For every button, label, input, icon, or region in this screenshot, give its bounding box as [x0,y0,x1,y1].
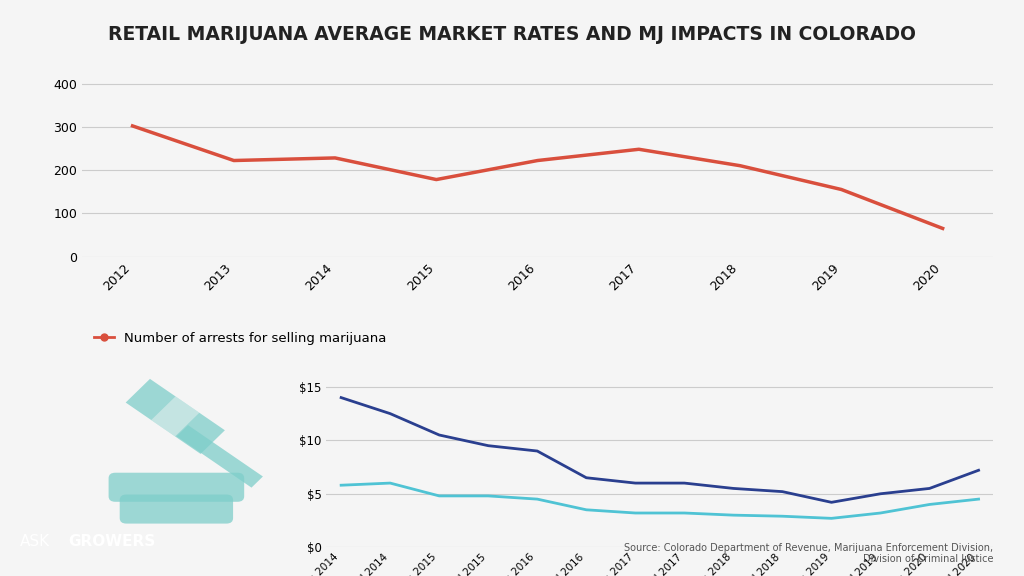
Polygon shape [176,425,263,488]
Legend: Number of arrests for selling marijuana: Number of arrests for selling marijuana [88,326,392,350]
Polygon shape [152,396,200,437]
FancyBboxPatch shape [120,495,233,524]
Polygon shape [126,379,225,454]
Text: RETAIL MARIJUANA AVERAGE MARKET RATES AND MJ IMPACTS IN COLORADO: RETAIL MARIJUANA AVERAGE MARKET RATES AN… [108,25,916,44]
Text: Source: Colorado Department of Revenue, Marijuana Enforcement Division,
Division: Source: Colorado Department of Revenue, … [625,543,993,564]
Text: ASK: ASK [19,534,49,549]
Text: GROWERS: GROWERS [68,534,155,549]
FancyBboxPatch shape [109,473,244,502]
